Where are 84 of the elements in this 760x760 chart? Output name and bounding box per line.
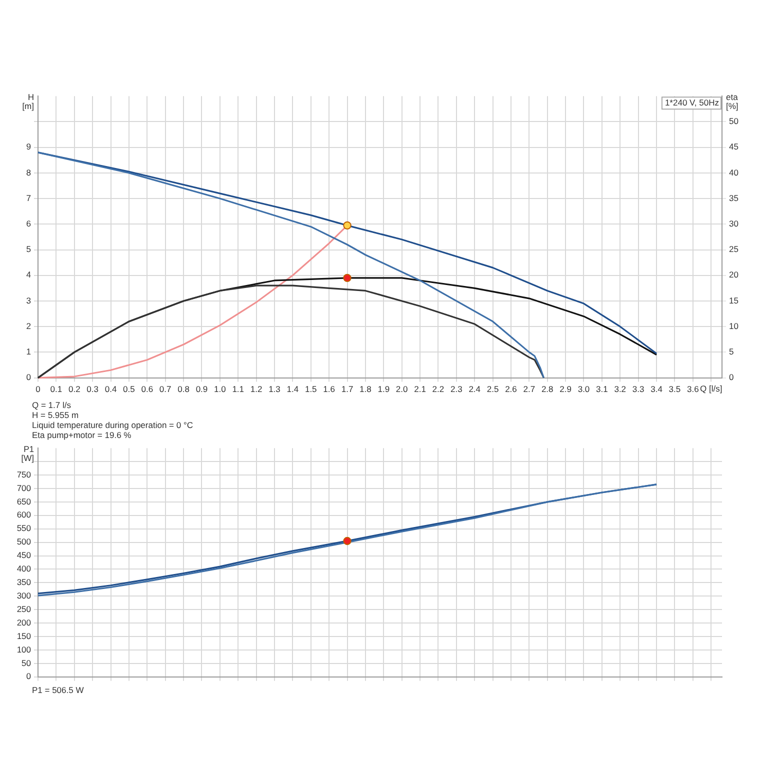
y2-tick-label: 35 xyxy=(729,192,739,203)
chart-subtitle: 1*240 V, 50Hz xyxy=(664,97,719,108)
y-tick-label: 500 xyxy=(16,536,32,547)
x-tick-label: 0 xyxy=(36,384,41,394)
x-tick-label: 1.8 xyxy=(360,384,372,394)
y-tick-label: 6 xyxy=(26,218,32,228)
x-tick-label: 2.3 xyxy=(450,384,463,394)
y2-tick-label: 10 xyxy=(729,320,739,331)
x-tick-label: 2.8 xyxy=(541,384,554,394)
y2-tick-label: 40 xyxy=(729,167,739,178)
x-tick-label: 2.7 xyxy=(523,384,536,394)
y-tick-label: 600 xyxy=(16,510,32,520)
x-tick-label: 3.1 xyxy=(596,384,608,394)
x-tick-label: 2.0 xyxy=(396,384,408,394)
text: Liquid temperature during operation = 0 °C xyxy=(32,420,194,430)
y-tick-label: 50 xyxy=(22,658,32,668)
x-tick-label: 0.9 xyxy=(196,384,208,394)
y2-tick-label: 15 xyxy=(729,295,739,306)
y2-tick-label: 50 xyxy=(729,116,739,126)
y-tick-label: 1 xyxy=(26,346,32,357)
x-tick-label: 1.4 xyxy=(286,384,299,394)
x-tick-label: 0.6 xyxy=(141,384,154,394)
y-axis-title: H [m] xyxy=(22,92,34,112)
y-tick-label: 2 xyxy=(26,320,32,331)
x-tick-label: 2.9 xyxy=(560,384,572,394)
x-tick-label: 1.6 xyxy=(323,384,336,394)
x-tick-label: 3.4 xyxy=(650,384,663,394)
y2-tick-label: 25 xyxy=(729,244,739,254)
text: Q = 1.7 l/s xyxy=(32,400,72,410)
x-tick-label: 3.2 xyxy=(614,384,626,394)
x-tick-label: 0.2 xyxy=(68,384,81,394)
x-tick-label: 0.8 xyxy=(178,384,190,394)
x-tick-label: 0.1 xyxy=(50,384,62,394)
y-tick-label: 400 xyxy=(16,564,32,574)
x-tick-label: 2.2 xyxy=(432,384,444,394)
y-tick-label: 5 xyxy=(26,244,32,254)
x-tick-label: 1.0 xyxy=(214,384,226,394)
y-tick-label: 9 xyxy=(26,142,32,152)
x-tick-label: 2.4 xyxy=(468,384,481,394)
text: P1 = 506.5 W xyxy=(32,685,85,695)
x-tick-label: 0.4 xyxy=(104,384,117,394)
x-tick-label: 3.3 xyxy=(632,384,644,394)
x-axis-title: Q [l/s] xyxy=(700,383,722,394)
x-tick-label: 3.5 xyxy=(668,384,681,394)
x-tick-label: 3.0 xyxy=(578,384,590,394)
y2-tick-label: 5 xyxy=(729,346,734,357)
y2-tick-label: 20 xyxy=(729,270,739,280)
y-tick-label: 4 xyxy=(26,270,32,280)
y-tick-label: 8 xyxy=(26,167,32,178)
y-tick-label: 650 xyxy=(16,496,32,506)
text: Eta pump+motor = 19.6 % xyxy=(32,430,132,440)
y-tick-label: 7 xyxy=(26,192,32,203)
x-tick-label: 0.3 xyxy=(86,384,99,394)
y2-tick-label: 45 xyxy=(729,142,739,152)
y2-tick-label: 30 xyxy=(729,218,739,228)
x-tick-label: 1.9 xyxy=(378,384,390,394)
x-tick-label: 1.5 xyxy=(304,384,318,394)
y-tick-label: 350 xyxy=(16,577,32,588)
y-tick-label: 100 xyxy=(16,644,32,654)
y-tick-label: 0 xyxy=(26,372,32,382)
y-axis-title: P1 [W] xyxy=(21,444,34,464)
y-tick-label: 150 xyxy=(16,630,32,641)
x-tick-label: 1.1 xyxy=(232,384,244,394)
y-tick-label: 200 xyxy=(16,617,32,628)
x-tick-label: 0.5 xyxy=(123,384,136,394)
x-tick-label: 3.6 xyxy=(686,384,700,394)
x-tick-label: 1.2 xyxy=(250,384,262,394)
y-tick-label: 700 xyxy=(16,482,32,493)
x-tick-label: 2.6 xyxy=(505,384,518,394)
y-tick-label: 550 xyxy=(16,523,32,534)
y2-axis-title: eta [%] xyxy=(726,92,738,112)
y-tick-label: 300 xyxy=(16,590,32,600)
y-tick-label: 0 xyxy=(26,671,32,682)
y-tick-label: 3 xyxy=(26,295,32,306)
y-tick-label: 450 xyxy=(16,550,32,560)
y-tick-label: 750 xyxy=(16,469,32,480)
x-tick-label: 1.7 xyxy=(341,384,354,394)
x-tick-label: 2.1 xyxy=(414,384,426,394)
x-tick-label: 1.3 xyxy=(268,384,281,394)
y2-tick-label: 0 xyxy=(729,372,734,382)
x-tick-label: 2.5 xyxy=(486,384,499,394)
y-tick-label: 250 xyxy=(16,604,32,614)
x-tick-label: 0.7 xyxy=(159,384,172,394)
text: H = 5.955 m xyxy=(32,410,80,420)
